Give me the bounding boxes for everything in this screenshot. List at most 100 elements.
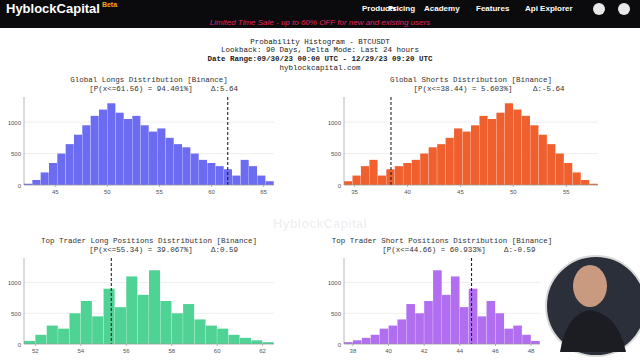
grid-line [344,122,598,123]
nav-item[interactable]: Academy [424,4,460,13]
histogram-bar [206,326,217,344]
histogram-bar [216,166,224,185]
y-tick-label: 1000 [328,280,342,286]
histogram-bar [412,160,420,185]
chart-title: Global Shorts Distribution [Binance] [390,76,552,84]
histogram-chart: Top Trader Short Positions Distribution … [328,237,553,354]
histogram-bar [232,176,240,185]
x-tick [262,344,263,346]
heading-line: Probability Histogram - BTCUSDT [0,38,640,46]
histogram-bar [495,313,504,344]
logo: HyblockCapitalBeta [6,1,117,16]
watermark: HyblockCapital [0,216,640,231]
chart-delta: Δ:-0.59 [504,246,536,254]
chart-delta: Δ:5.64 [211,85,239,93]
nav-item[interactable]: Api Explorer [525,4,573,13]
histogram-chart: Top Trader Long Positions Distribution [… [8,237,274,354]
histogram-bar [149,132,157,185]
x-tick-label: 40 [404,189,411,195]
histogram-bar [463,132,471,185]
histogram-bar [257,176,265,185]
histogram-bar [107,103,115,185]
x-tick [211,185,212,187]
histogram-bar [132,116,140,185]
histogram-bar [429,147,437,185]
histogram-bar [369,160,377,185]
heading-line: Date Range:09/30/23 00:00 UTC - 12/29/23… [0,55,640,63]
histogram-bar [160,301,171,344]
histogram-bar [194,319,205,344]
histogram-bar [513,110,521,185]
x-tick [460,185,461,187]
histogram-bar [406,304,415,344]
chart-subtitle: [P(x<=61.56) = 94.401%] [89,85,193,93]
x-tick-label: 55 [563,189,570,195]
chart-title: Top Trader Short Positions Distribution … [332,237,553,245]
histogram-bar [487,301,496,344]
histogram-bar [446,138,454,185]
histogram-bar [174,144,182,185]
nav-item[interactable]: Features [476,4,509,13]
histogram-bar [573,172,581,185]
histogram-bar [35,335,46,344]
x-tick [354,185,355,187]
chart-delta: Δ:-5.64 [533,85,565,93]
x-tick-label: 55 [156,189,163,195]
histogram-bar [353,340,362,344]
grid-line [24,122,274,123]
histogram-bar [92,316,103,344]
grid-line [344,185,598,186]
histogram-bar [240,338,251,344]
histogram-bar [104,289,115,344]
bars [24,258,274,344]
user-icon[interactable] [593,3,605,15]
y-axis [24,258,25,344]
charts: Global Longs Distribution [Binance][P(x<… [0,0,640,360]
histogram-bar [395,166,403,185]
chart-title: Global Longs Distribution [Binance] [70,76,228,84]
histogram-bar [531,341,540,344]
histogram-bar [191,154,199,185]
y-tick-label: 500 [11,151,22,157]
y-tick-label: 1000 [328,120,342,126]
histogram-bar [241,160,249,185]
histogram-bar [229,335,240,344]
sale-banner: Limited Time Sale - up to 60% OFF for ne… [0,18,640,28]
x-tick-label: 38 [350,348,357,354]
x-tick-label: 50 [510,189,517,195]
histogram-bar [172,313,183,344]
chart-subtitle: [P(x<=44.66) = 60.933%] [382,246,486,254]
x-tick-label: 50 [104,189,111,195]
histogram-bar [424,301,433,344]
nav-item[interactable]: Pricing [388,4,415,13]
histogram-bar [530,125,538,185]
histogram-bar [433,270,442,344]
grid-line [24,344,274,345]
x-tick-label: 62 [259,348,266,354]
x-tick [55,185,56,187]
histogram-chart: Global Shorts Distribution [Binance][P(x… [328,76,598,195]
chart-subtitle: [P(x<=38.44) = 5.603%] [413,85,512,93]
histogram-bar [380,329,389,344]
x-tick [159,185,160,187]
grid-line [344,282,540,283]
y-tick-label: 0 [18,342,22,348]
y-tick-label: 500 [11,311,22,317]
x-tick [35,344,36,346]
histogram-bar [251,340,262,344]
histogram-bar [581,180,589,185]
y-tick-label: 0 [18,183,22,189]
x-tick-label: 60 [214,348,221,354]
user-icon[interactable] [618,3,630,15]
histogram-bar [505,103,513,185]
x-tick-label: 56 [123,348,130,354]
histogram-bar [141,125,149,185]
histogram-bar [344,181,352,185]
histogram-bar [420,154,428,185]
histogram-bar [397,319,406,344]
x-tick-label: 65 [260,189,267,195]
histogram-bar [415,313,424,344]
x-tick [513,185,514,187]
histogram-bar [183,304,194,344]
histogram-bar [157,128,165,185]
